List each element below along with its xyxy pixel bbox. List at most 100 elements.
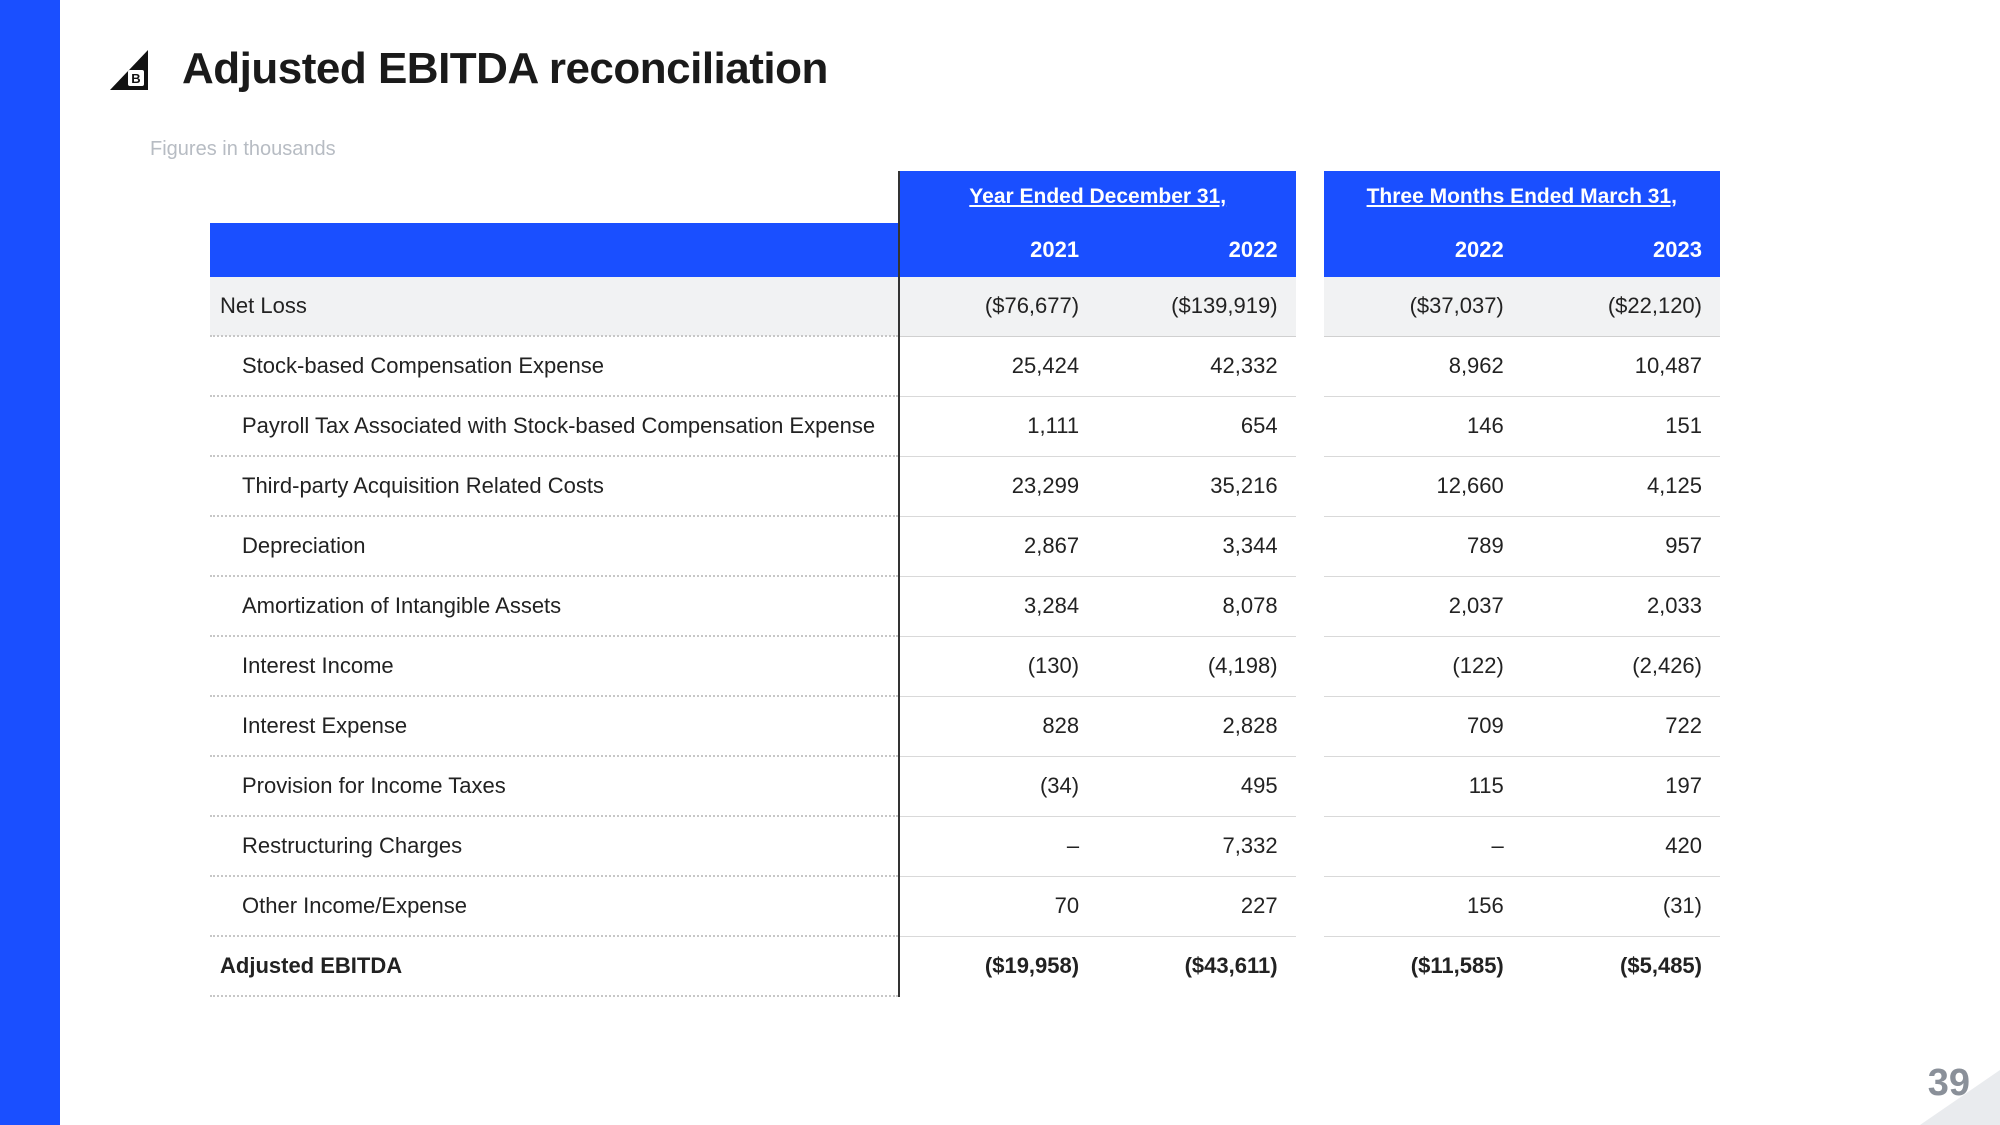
- row-val: 115: [1324, 756, 1522, 816]
- table-row: Provision for Income Taxes(34)495 115197: [210, 756, 1720, 816]
- header-group-annual: Year Ended December 31,: [899, 171, 1296, 223]
- row-gap: [1296, 876, 1324, 936]
- header-gap: [1296, 223, 1324, 277]
- row-val: 197: [1522, 756, 1720, 816]
- header-year-3: 2023: [1522, 223, 1720, 277]
- header-blank-blue: [210, 223, 899, 277]
- row-label: Interest Income: [210, 636, 899, 696]
- row-val: 70: [899, 876, 1097, 936]
- row-val: ($76,677): [899, 277, 1097, 336]
- row-val: 3,284: [899, 576, 1097, 636]
- row-val: 146: [1324, 396, 1522, 456]
- row-label: Provision for Income Taxes: [210, 756, 899, 816]
- row-val: 4,125: [1522, 456, 1720, 516]
- row-gap: [1296, 636, 1324, 696]
- row-val: ($19,958): [899, 936, 1097, 996]
- row-label: Interest Expense: [210, 696, 899, 756]
- row-val: (122): [1324, 636, 1522, 696]
- row-val: (31): [1522, 876, 1720, 936]
- row-label: Third-party Acquisition Related Costs: [210, 456, 899, 516]
- table-row: Amortization of Intangible Assets3,2848,…: [210, 576, 1720, 636]
- row-val: ($5,485): [1522, 936, 1720, 996]
- header-group-quarter: Three Months Ended March 31,: [1324, 171, 1720, 223]
- table-row: Net Loss($76,677)($139,919)($37,037)($22…: [210, 277, 1720, 336]
- row-gap: [1296, 277, 1324, 336]
- row-label: Restructuring Charges: [210, 816, 899, 876]
- row-gap: [1296, 516, 1324, 576]
- row-val: 654: [1097, 396, 1295, 456]
- row-gap: [1296, 936, 1324, 996]
- row-label: Net Loss: [210, 277, 899, 336]
- row-label: Adjusted EBITDA: [210, 936, 899, 996]
- row-val: 151: [1522, 396, 1720, 456]
- accent-bar: [0, 0, 60, 1125]
- header-blank: [210, 171, 899, 223]
- row-val: 789: [1324, 516, 1522, 576]
- row-val: 828: [899, 696, 1097, 756]
- row-label: Stock-based Compensation Expense: [210, 336, 899, 396]
- row-val: 12,660: [1324, 456, 1522, 516]
- row-val: 227: [1097, 876, 1295, 936]
- row-val: 2,828: [1097, 696, 1295, 756]
- row-val: (130): [899, 636, 1097, 696]
- row-label: Amortization of Intangible Assets: [210, 576, 899, 636]
- row-val: ($139,919): [1097, 277, 1295, 336]
- row-val: 722: [1522, 696, 1720, 756]
- row-val: 3,344: [1097, 516, 1295, 576]
- row-gap: [1296, 756, 1324, 816]
- table-header: Year Ended December 31, Three Months End…: [210, 171, 1720, 277]
- row-val: ($43,611): [1097, 936, 1295, 996]
- row-label: Payroll Tax Associated with Stock-based …: [210, 396, 899, 456]
- reconciliation-table-wrap: Year Ended December 31, Three Months End…: [210, 171, 1720, 997]
- table-row: Restructuring Charges–7,332–420: [210, 816, 1720, 876]
- svg-text:B: B: [131, 71, 140, 86]
- row-val: 8,962: [1324, 336, 1522, 396]
- slide-content: B Adjusted EBITDA reconciliation Figures…: [100, 40, 1940, 997]
- row-val: 35,216: [1097, 456, 1295, 516]
- table-body: Net Loss($76,677)($139,919)($37,037)($22…: [210, 277, 1720, 996]
- row-label: Other Income/Expense: [210, 876, 899, 936]
- table-row: Adjusted EBITDA($19,958)($43,611) ($11,58…: [210, 936, 1720, 996]
- row-val: 420: [1522, 816, 1720, 876]
- row-val: 8,078: [1097, 576, 1295, 636]
- row-val: 42,332: [1097, 336, 1295, 396]
- row-val: 7,332: [1097, 816, 1295, 876]
- row-val: –: [1324, 816, 1522, 876]
- row-gap: [1296, 336, 1324, 396]
- row-gap: [1296, 816, 1324, 876]
- header-year-0: 2021: [899, 223, 1097, 277]
- row-val: (2,426): [1522, 636, 1720, 696]
- table-row: Interest Income(130)(4,198) (122)(2,426): [210, 636, 1720, 696]
- row-gap: [1296, 396, 1324, 456]
- header-gap: [1296, 171, 1324, 223]
- row-val: 1,111: [899, 396, 1097, 456]
- table-row: Depreciation2,8673,344789957: [210, 516, 1720, 576]
- row-val: 2,037: [1324, 576, 1522, 636]
- row-gap: [1296, 576, 1324, 636]
- row-val: 10,487: [1522, 336, 1720, 396]
- table-row: Stock-based Compensation Expense25,42442…: [210, 336, 1720, 396]
- row-val: –: [899, 816, 1097, 876]
- row-label: Depreciation: [210, 516, 899, 576]
- row-gap: [1296, 456, 1324, 516]
- page-title: Adjusted EBITDA reconciliation: [182, 44, 828, 94]
- header-year-1: 2022: [1097, 223, 1295, 277]
- row-val: 25,424: [899, 336, 1097, 396]
- row-val: ($11,585): [1324, 936, 1522, 996]
- header-year-2: 2022: [1324, 223, 1522, 277]
- row-val: 2,867: [899, 516, 1097, 576]
- page-number: 39: [1928, 1062, 1970, 1105]
- row-val: ($22,120): [1522, 277, 1720, 336]
- row-gap: [1296, 696, 1324, 756]
- row-val: 709: [1324, 696, 1522, 756]
- table-row: Other Income/Expense70227 156(31): [210, 876, 1720, 936]
- table-row: Third-party Acquisition Related Costs23,…: [210, 456, 1720, 516]
- figures-note: Figures in thousands: [150, 138, 1940, 161]
- row-val: 156: [1324, 876, 1522, 936]
- table-row: Payroll Tax Associated with Stock-based …: [210, 396, 1720, 456]
- row-val: (4,198): [1097, 636, 1295, 696]
- brand-logo-icon: B: [100, 40, 158, 98]
- row-val: (34): [899, 756, 1097, 816]
- table-row: Interest Expense8282,828 709722: [210, 696, 1720, 756]
- row-val: 495: [1097, 756, 1295, 816]
